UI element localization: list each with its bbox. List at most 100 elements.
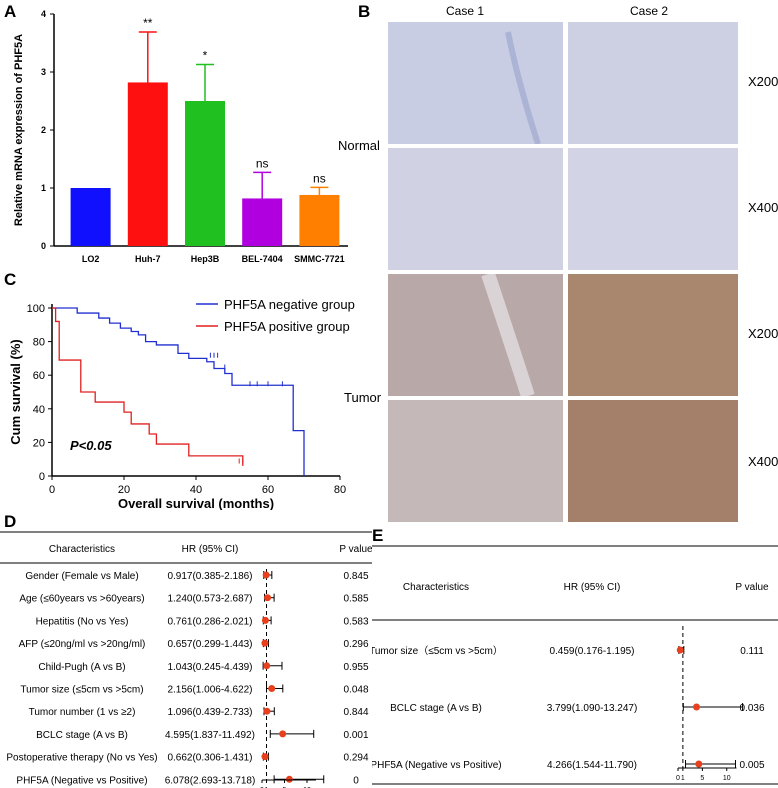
row-label: PHF5A (Negative vs Positive) (16, 775, 147, 786)
row-hr: 0.459(0.176-1.195) (549, 646, 634, 657)
x-tick-label: 0 (49, 484, 55, 496)
histology-tumor-case2-x200 (568, 274, 738, 396)
row-p-value: 0.844 (343, 707, 368, 718)
x-tick-label: 40 (190, 484, 202, 496)
header-p-value: P value (339, 544, 372, 555)
forest-x-tick-label: 10 (723, 775, 731, 782)
mag-label-tumor-x200: X200 (748, 326, 778, 341)
row-label: PHF5A (Negative vs Positive) (372, 760, 502, 771)
forest-x-tick-label: 1 (681, 775, 685, 782)
header-characteristics: Characteristics (403, 582, 469, 593)
row-label: AFP (≤20ng/ml vs >20ng/ml) (19, 639, 146, 650)
histology-normal-case1-x400 (388, 148, 563, 270)
histology-normal-case2-x200 (568, 22, 738, 144)
x-tick-label: Huh-7 (135, 254, 161, 264)
row-label: Gender (Female vs Male) (25, 571, 138, 582)
row-p-value: 0.001 (343, 730, 368, 741)
x-tick-label: SMMC-7721 (294, 254, 345, 264)
y-tick-label: 2 (41, 125, 46, 135)
y-tick-label: 3 (41, 67, 46, 77)
y-tick-label: 0 (41, 241, 46, 251)
panel-letter-c: C (4, 270, 17, 289)
hr-point (261, 639, 269, 647)
y-tick-label: 4 (41, 9, 46, 19)
significance-mark: ns (313, 171, 326, 185)
row-label-normal: Normal (338, 138, 380, 153)
mag-label-normal-x200: X200 (748, 74, 778, 89)
row-label: Age (≤60years vs >60years) (19, 594, 144, 605)
row-hr: 6.078(2.693-13.718) (165, 775, 256, 786)
case-2-label: Case 2 (630, 4, 669, 18)
hr-point (263, 662, 271, 670)
hr-point (264, 594, 272, 602)
row-p-value: 0.296 (343, 639, 368, 650)
panel-letter-b: B (358, 2, 371, 21)
hr-point (261, 753, 269, 761)
bar-bel-7404 (242, 198, 283, 246)
mag-label-normal-x400: X400 (748, 200, 778, 215)
bar-hep3b (185, 101, 225, 246)
bar-lo2 (70, 188, 111, 246)
y-tick-label: 40 (33, 404, 45, 416)
row-p-value: 0.845 (343, 571, 368, 582)
row-p-value: 0.036 (739, 703, 764, 714)
row-hr: 1.096(0.439-2.733) (167, 707, 252, 718)
km-survival-chart: 0 20 40 60 80 100 0 20 40 60 80 Overall survival (m… (8, 297, 355, 510)
tissue-texture (505, 31, 541, 144)
row-label: BCLC stage (A vs B) (36, 730, 128, 741)
forest-plot-multivariate: Characteristics HR (95% CI) P value Tumor s… (372, 545, 778, 785)
x-tick-label: Hep3B (191, 254, 220, 264)
row-hr: 3.799(1.090-13.247) (547, 703, 638, 714)
p-value-annotation: P<0.05 (70, 438, 112, 453)
panel-letter-d: D (4, 512, 17, 531)
row-hr: 0.662(0.306-1.431) (167, 753, 252, 764)
hr-point (676, 646, 684, 654)
significance-mark: * (203, 48, 208, 62)
histology-tumor-case1-x400 (388, 400, 563, 522)
bar-huh-7 (127, 82, 168, 246)
row-hr: 1.240(0.573-2.687) (167, 594, 252, 605)
panel-letter-e: E (372, 526, 384, 545)
row-hr: 0.761(0.286-2.021) (167, 616, 252, 627)
hr-point (262, 571, 270, 579)
forest-x-tick-label: 5 (700, 775, 704, 782)
row-p-value: 0 (353, 775, 359, 786)
row-p-value: 0.111 (740, 646, 764, 657)
row-label: BCLC stage (A vs B) (390, 703, 482, 714)
x-tick-label: 60 (262, 484, 274, 496)
row-p-value: 0.955 (343, 662, 368, 673)
y-tick-label: 60 (33, 370, 45, 382)
header-characteristics: Characteristics (49, 544, 115, 555)
row-hr: 4.595(1.837-11.492) (165, 730, 255, 741)
row-p-value: 0.005 (739, 760, 764, 771)
y-tick-label: 0 (39, 471, 45, 483)
forest-x-tick-label: 0 (676, 775, 680, 782)
hr-point (261, 616, 269, 624)
row-label: Tumor number (1 vs ≥2) (29, 707, 136, 718)
legend-label: PHF5A positive group (224, 319, 350, 334)
histology-normal-case2-x400 (568, 148, 738, 270)
x-tick-label: BEL-7404 (242, 254, 283, 264)
header-hr: HR (95% CI) (182, 544, 239, 555)
y-tick-label: 20 (33, 437, 45, 449)
row-p-value: 0.583 (343, 616, 368, 627)
hr-point (268, 685, 276, 692)
hr-point (279, 730, 287, 738)
x-tick-label: LO2 (82, 254, 100, 264)
row-hr: 4.266(1.544-11.790) (547, 760, 637, 771)
row-hr: 0.657(0.299-1.443) (167, 639, 252, 650)
row-label-tumor: Tumor (344, 390, 382, 405)
row-label: Tumor size（≤5cm vs >5cm） (372, 645, 503, 657)
row-label: Tumor size (≤5cm vs >5cm) (20, 685, 143, 696)
hr-point (263, 707, 271, 715)
header-p-value: P value (735, 582, 769, 593)
km-curve-1 (52, 307, 244, 466)
row-label: Postoperative therapy (No vs Yes) (6, 753, 157, 764)
significance-mark: ns (256, 156, 269, 170)
y-tick-label: 100 (27, 303, 45, 315)
row-p-value: 0.294 (343, 753, 368, 764)
significance-mark: ** (143, 16, 153, 30)
histology-normal-case1-x200 (388, 22, 563, 144)
tissue-texture (481, 274, 535, 396)
row-p-value: 0.585 (343, 594, 368, 605)
